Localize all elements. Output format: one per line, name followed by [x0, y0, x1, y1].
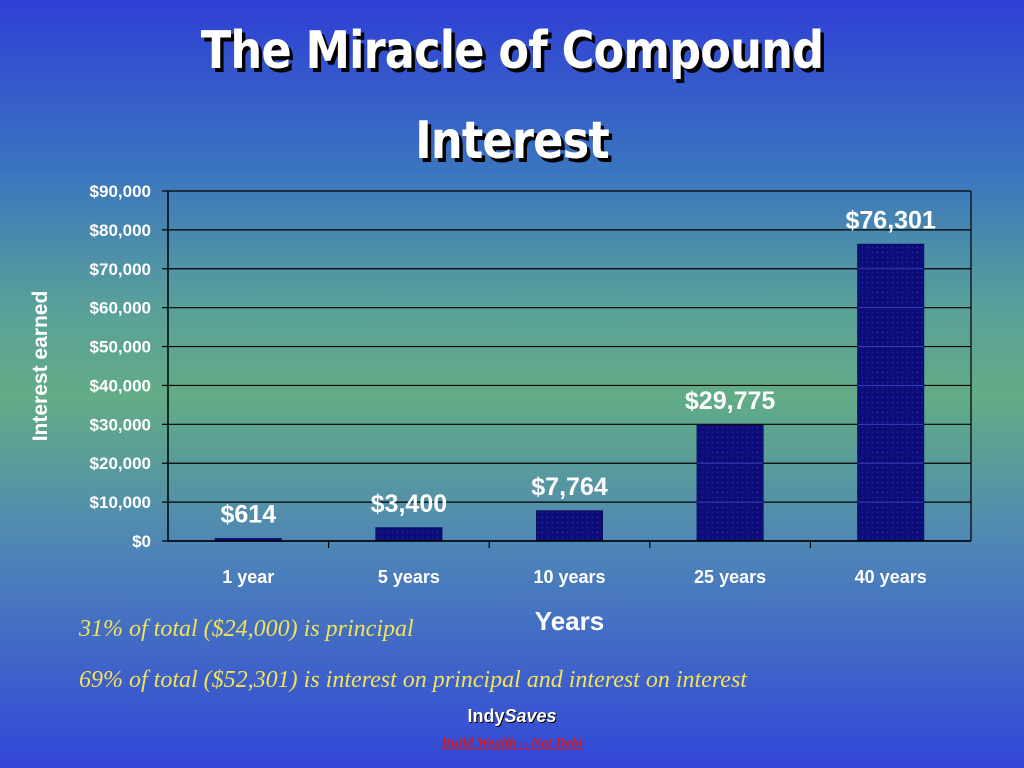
bars: [214, 243, 925, 542]
note-interest: 69% of total ($52,301) is interest on pr…: [79, 667, 747, 693]
bar: [696, 424, 764, 542]
title-line-1: The Miracle of Compound: [200, 21, 824, 81]
x-axis-title: Years: [535, 606, 604, 636]
y-tick-label: $20,000: [90, 454, 151, 473]
data-label: $3,400: [371, 490, 447, 518]
x-tick-label: 10 years: [533, 567, 605, 587]
y-tick-label: $80,000: [90, 221, 151, 240]
y-tick-label: $50,000: [90, 338, 151, 357]
y-tick-label: $40,000: [90, 376, 151, 395]
data-label: $7,764: [531, 473, 608, 501]
y-tick-label: $90,000: [90, 182, 151, 201]
footer-tagline[interactable]: Build Wealth – Not Debt: [441, 736, 583, 751]
x-tick-label: 1 year: [222, 567, 274, 587]
bar: [536, 510, 603, 542]
bar: [375, 527, 443, 542]
y-tick-label: $60,000: [90, 299, 151, 318]
x-tick-label: 40 years: [855, 567, 927, 587]
bar: [857, 243, 925, 542]
footer-brand: IndySaves: [0, 706, 1024, 727]
x-tick-label: 25 years: [694, 567, 766, 587]
data-label: $76,301: [846, 206, 936, 234]
x-tick-label: 5 years: [378, 567, 440, 587]
labels: $0 $10,000 $20,000 $30,000 $40,000 $50,000 $60…: [90, 182, 936, 636]
y-axis-title-text: Interest earned: [29, 290, 52, 442]
axes: [162, 190, 972, 548]
y-tick-label: $0: [132, 532, 151, 551]
chart-title: The Miracle of Compound Interest: [0, 6, 1024, 186]
data-label: $29,775: [685, 387, 775, 415]
y-tick-label: $10,000: [90, 493, 151, 512]
brand-italic: Saves: [504, 706, 557, 726]
y-tick-label: $30,000: [90, 415, 151, 434]
data-label: $614: [220, 501, 276, 529]
title-line-2: Interest: [415, 111, 610, 171]
gridlines: [168, 190, 971, 542]
note-principal: 31% of total ($24,000) is principal: [79, 616, 414, 642]
y-tick-label: $70,000: [90, 260, 151, 279]
brand-plain: Indy: [467, 706, 505, 726]
